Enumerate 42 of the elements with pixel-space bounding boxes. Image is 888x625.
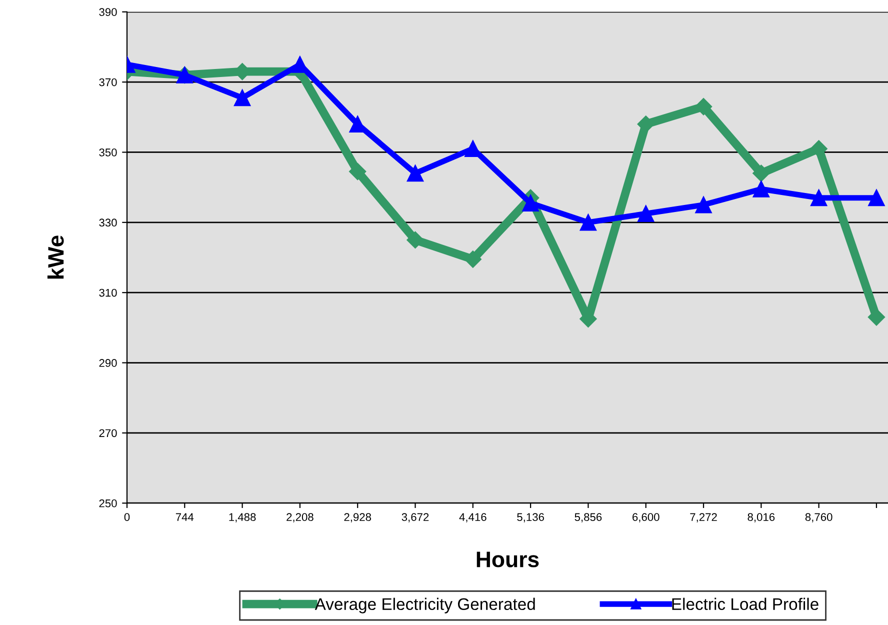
x-tick-label: 3,672 xyxy=(402,513,429,522)
point xyxy=(752,180,770,198)
x-tick-label: 4,416 xyxy=(459,513,486,522)
y-tick-label: 310 xyxy=(99,288,117,297)
y-tick-label: 370 xyxy=(99,78,117,86)
y-tick-label: 350 xyxy=(99,148,117,156)
y-tick-label: 290 xyxy=(99,359,117,367)
y-tick-label: 390 xyxy=(99,8,117,16)
x-tick-label: 744 xyxy=(176,513,194,521)
point xyxy=(868,190,885,206)
x-tick-label: 5,856 xyxy=(574,513,602,522)
x-tick-label: 2,928 xyxy=(344,513,372,522)
legend-label: Electric Load Profile xyxy=(672,598,818,610)
x-tick-label: 5,136 xyxy=(517,513,544,522)
y-axis-title: kWe xyxy=(47,236,64,279)
point xyxy=(637,116,654,133)
point xyxy=(234,90,251,106)
x-tick-label: 8,760 xyxy=(805,513,832,522)
point xyxy=(810,140,828,158)
point xyxy=(810,190,828,206)
point xyxy=(464,250,482,268)
point xyxy=(695,196,712,214)
point xyxy=(694,98,712,116)
point xyxy=(406,231,424,249)
x-tick-label: 1,488 xyxy=(229,513,256,522)
x-tick-label: 8,016 xyxy=(748,513,775,522)
y-tick-label: 270 xyxy=(99,429,117,438)
point xyxy=(638,205,654,222)
y-tick-label: 250 xyxy=(99,499,117,508)
y-tick-label: 330 xyxy=(99,218,117,227)
x-axis-title: Hours xyxy=(476,552,539,568)
legend-label: Average Electricity Generated xyxy=(314,598,535,614)
x-tick-label: 2,208 xyxy=(286,513,314,522)
x-tick-label: 0 xyxy=(124,513,130,522)
point xyxy=(868,308,886,326)
point xyxy=(406,164,424,182)
x-tick-label: 6,600 xyxy=(632,513,660,522)
point xyxy=(580,214,597,231)
point xyxy=(522,194,539,212)
point xyxy=(349,162,366,180)
point xyxy=(752,164,770,182)
x-tick-label: 7,272 xyxy=(690,513,717,522)
